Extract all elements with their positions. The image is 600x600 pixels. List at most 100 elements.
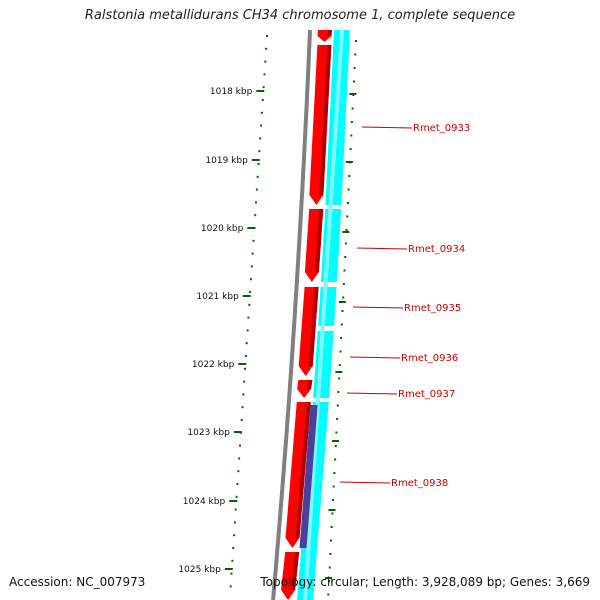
major-tick (242, 295, 251, 297)
tick-label: 1022 kbp (192, 360, 235, 370)
major-tick (331, 440, 339, 442)
minor-tick (233, 521, 236, 524)
minor-tick (262, 86, 265, 89)
minor-tick (346, 202, 349, 204)
minor-tick (355, 40, 357, 42)
major-tick (251, 159, 260, 161)
minor-tick (244, 367, 246, 370)
minor-tick (353, 80, 355, 83)
gene-label-rmet-0937: Rmet_0937 (398, 389, 455, 400)
minor-tick (252, 239, 255, 242)
minor-tick (329, 553, 332, 555)
minor-tick (260, 111, 263, 114)
major-tick (345, 161, 353, 163)
minor-tick (238, 457, 241, 460)
minor-tick (242, 393, 245, 396)
major-tick (342, 231, 350, 233)
minor-tick (243, 380, 246, 383)
major-tick (224, 568, 233, 570)
major-tick (328, 509, 336, 511)
minor-tick (338, 364, 341, 366)
minor-tick (336, 418, 339, 420)
minor-tick (249, 291, 252, 293)
tick-label: 1021 kbp (196, 292, 239, 302)
minor-tick (339, 350, 342, 353)
cds-forward-shade (295, 402, 311, 538)
label-leader-line (349, 356, 401, 359)
minor-tick (266, 35, 268, 37)
minor-tick (351, 107, 354, 110)
major-tick (247, 227, 256, 229)
minor-tick (240, 419, 243, 421)
minor-tick (345, 229, 348, 231)
minor-tick (241, 406, 244, 409)
minor-tick (334, 458, 337, 461)
minor-tick (344, 256, 347, 258)
cds-forward-shade (319, 45, 332, 195)
minor-tick (331, 512, 334, 515)
minor-tick (338, 377, 341, 380)
major-tick (233, 431, 242, 433)
minor-tick (256, 175, 259, 178)
minor-tick (244, 355, 247, 357)
minor-tick (342, 283, 345, 285)
label-leader-line (361, 126, 413, 129)
minor-tick (340, 337, 343, 339)
gene-labels: Rmet_0933 Rmet_0934 Rmet_0935 Rmet_0936 Rmet… (339, 123, 470, 489)
tick-label: 1023 kbp (187, 428, 230, 438)
tick-label: 1019 kbp (205, 156, 248, 166)
minor-tick (353, 67, 356, 69)
minor-tick (231, 559, 234, 562)
minor-tick (261, 99, 264, 101)
minor-tick (344, 242, 347, 245)
feature-track (271, 29, 350, 600)
minor-tick (265, 47, 268, 50)
accession-text: Accession: NC_007973 (9, 575, 146, 589)
minor-tick (337, 391, 340, 393)
tick-label: 1020 kbp (201, 224, 244, 234)
cds-forward-shade (314, 209, 324, 272)
major-tick (256, 90, 265, 92)
minor-tick (333, 472, 336, 474)
minor-tick (347, 188, 350, 191)
major-tick (238, 363, 247, 365)
minor-tick (259, 137, 262, 140)
minor-tick (334, 445, 337, 447)
label-leader-line (339, 481, 391, 484)
minor-tick (250, 265, 253, 268)
gene-label-rmet-0938: Rmet_0938 (391, 478, 448, 489)
minor-tick (328, 580, 330, 582)
major-tick (338, 301, 346, 303)
tick-label: 1024 kbp (183, 497, 226, 507)
minor-tick (342, 296, 345, 299)
minor-tick (349, 148, 352, 150)
minor-tick (341, 310, 344, 312)
minor-tick (258, 150, 261, 153)
minor-tick (350, 121, 353, 123)
minor-tick (234, 508, 237, 511)
minor-tick (332, 485, 335, 488)
tick-label: 1018 kbp (210, 87, 253, 97)
major-tick (335, 371, 343, 373)
gene-label-rmet-0934: Rmet_0934 (408, 244, 465, 255)
cds-reverse-strand (318, 287, 337, 326)
cds-forward-shade (308, 287, 319, 366)
minor-tick (257, 163, 260, 165)
minor-tick (354, 53, 357, 56)
minor-tick (230, 572, 233, 575)
label-leader-line (352, 306, 404, 309)
minor-tick (332, 499, 335, 501)
label-leader-line (346, 392, 398, 395)
minor-tick (340, 323, 343, 326)
minor-tick (232, 547, 235, 549)
cds-forward-shade (327, 30, 332, 36)
minor-tick (335, 431, 338, 434)
minor-tick (330, 526, 333, 528)
minor-tick (330, 539, 332, 542)
minor-tick (254, 214, 257, 217)
minor-tick (235, 495, 238, 498)
map-title: Ralstonia metallidurans CH34 chromosome … (84, 8, 516, 23)
minor-tick (237, 470, 240, 473)
minor-tick (260, 124, 263, 127)
